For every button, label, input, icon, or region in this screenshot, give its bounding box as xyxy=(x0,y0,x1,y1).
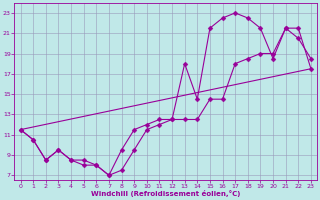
X-axis label: Windchill (Refroidissement éolien,°C): Windchill (Refroidissement éolien,°C) xyxy=(91,190,240,197)
